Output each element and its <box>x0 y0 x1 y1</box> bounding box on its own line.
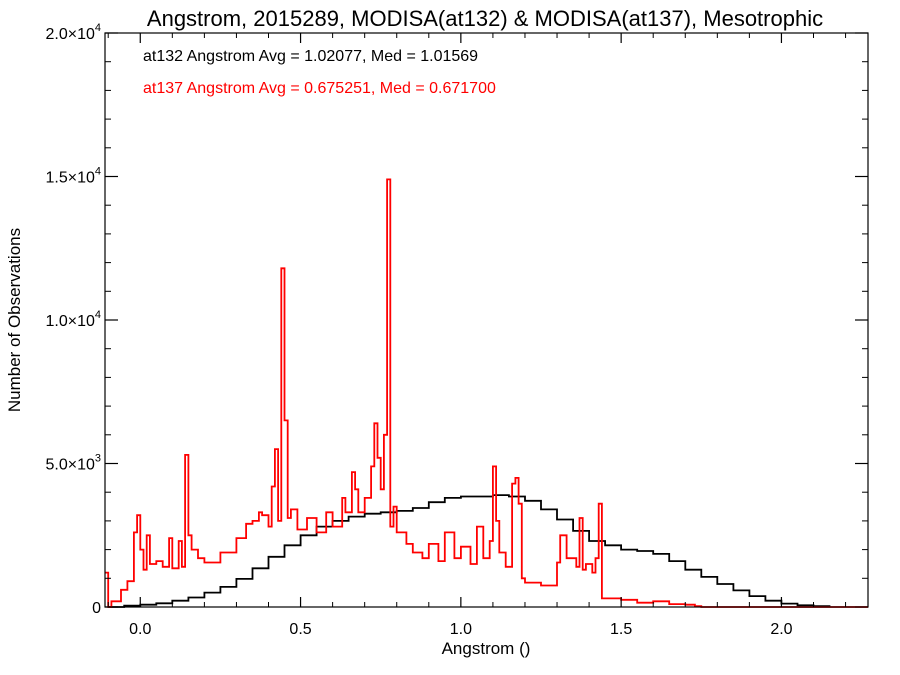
series-line-0 <box>108 494 831 608</box>
y-tick-exponent: 4 <box>95 22 101 34</box>
y-tick-mantissa: 1.0×10 <box>45 313 94 330</box>
x-axis-label: Angstrom () <box>442 639 531 658</box>
y-tick-mantissa: 5.0×10 <box>45 457 94 474</box>
y-tick-exponent: 4 <box>95 166 101 178</box>
x-tick-label: 1.0 <box>450 621 472 638</box>
chart-title: Angstrom, 2015289, MODISA(at132) & MODIS… <box>147 6 823 31</box>
y-tick-label: 2.0×104 <box>45 22 101 43</box>
plot-frame <box>104 32 869 608</box>
x-axis: 0.0 0.5 1.0 1.5 2.0 <box>107 33 847 638</box>
series-layer <box>105 178 868 608</box>
y-tick-exponent: 4 <box>95 309 101 321</box>
y-tick-mantissa: 2.0×10 <box>45 26 94 43</box>
y-tick-exponent: 3 <box>95 453 101 465</box>
y-tick-label: 5.0×103 <box>45 453 101 474</box>
y-tick-mantissa: 1.5×10 <box>45 170 94 187</box>
y-axis-label: Number of Observations <box>5 228 24 412</box>
y-tick-label: 0 <box>92 600 101 617</box>
x-tick-label: 0.0 <box>129 621 151 638</box>
annotation-at132: at132 Angstrom Avg = 1.02077, Med = 1.01… <box>143 48 478 65</box>
x-tick-label: 2.0 <box>770 621 792 638</box>
x-tick-label: 1.5 <box>610 621 632 638</box>
y-tick-mantissa: 0 <box>92 600 101 617</box>
x-tick-label: 0.5 <box>289 621 311 638</box>
annotation-at137: at137 Angstrom Avg = 0.675251, Med = 0.6… <box>143 80 496 97</box>
y-tick-label: 1.0×104 <box>45 309 101 330</box>
y-tick-label: 1.5×104 <box>45 166 101 187</box>
series-line-1 <box>105 178 868 608</box>
